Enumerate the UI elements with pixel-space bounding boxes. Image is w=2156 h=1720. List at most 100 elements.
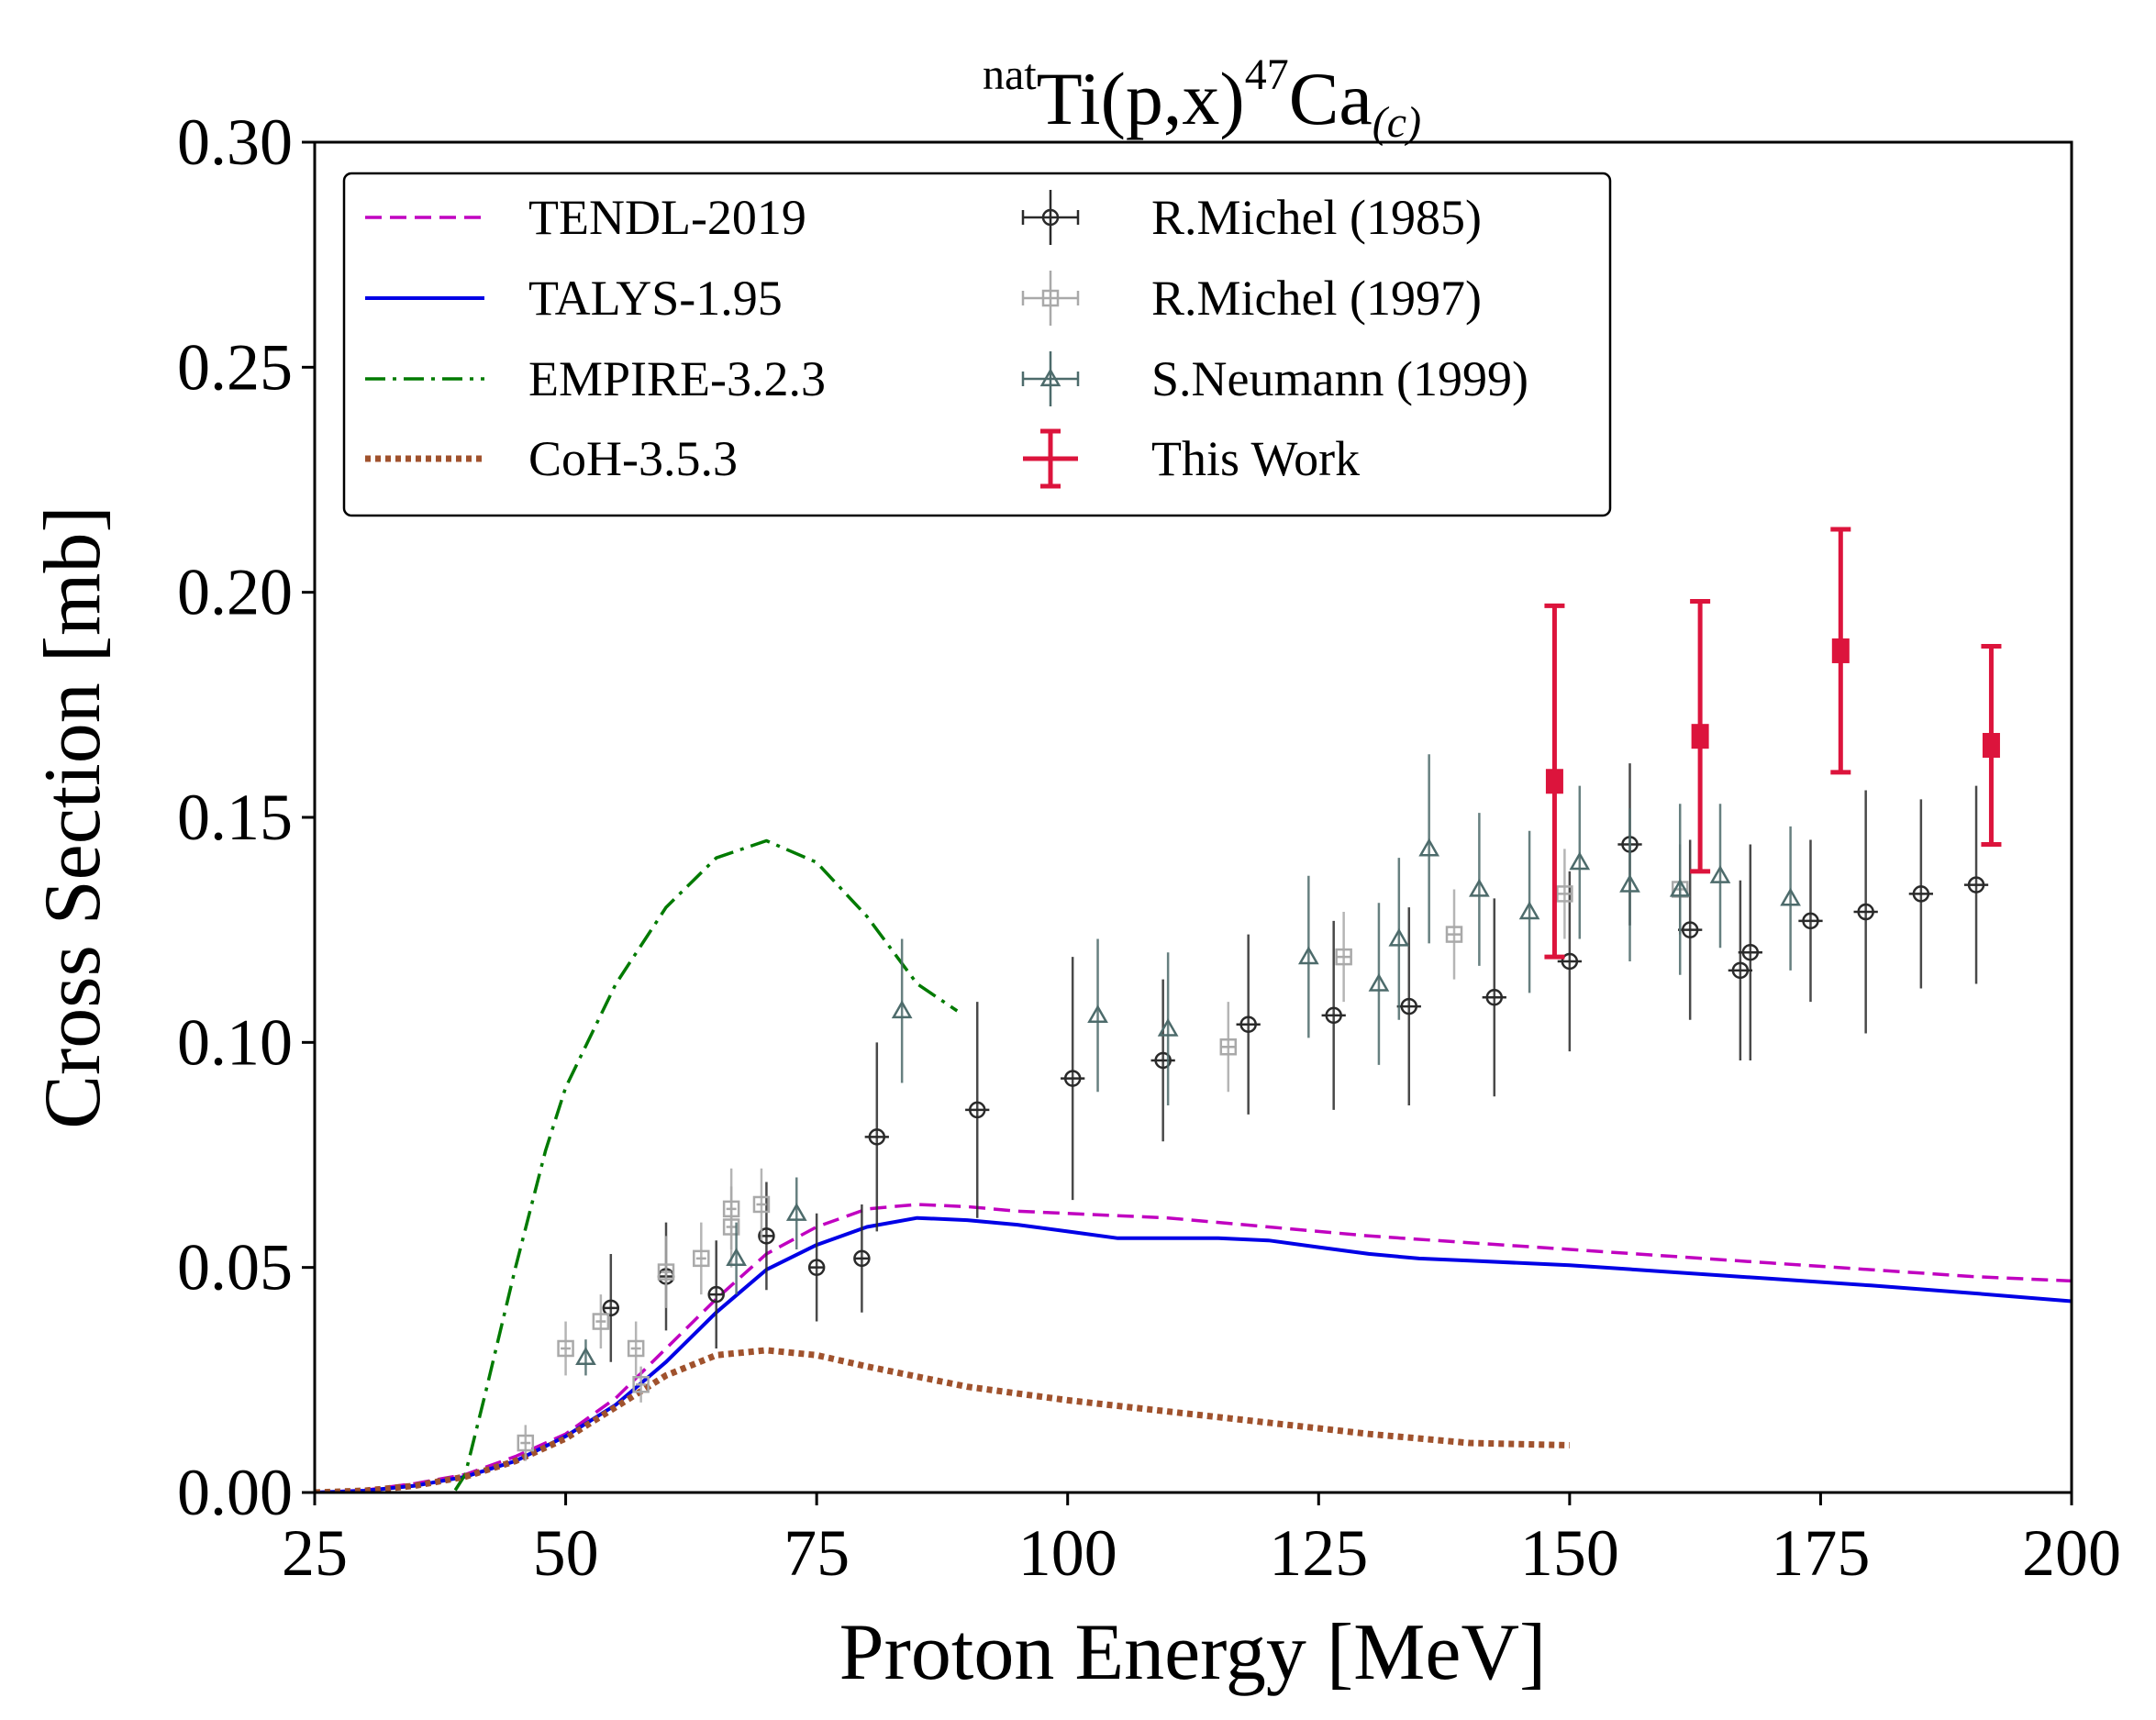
marker-square	[722, 1200, 740, 1218]
chart-title: natTi(p,x)47Ca(c)	[983, 50, 1421, 147]
marker-square	[592, 1313, 610, 1330]
legend-item: TALYS-1.95	[365, 271, 783, 326]
marker-square	[1556, 885, 1573, 903]
y-tick-label: 0.00	[177, 1456, 293, 1529]
legend-label: This Work	[1151, 431, 1360, 486]
y-tick-label: 0.25	[177, 330, 293, 404]
marker-triangle	[1418, 838, 1440, 857]
marker-circle	[807, 1259, 826, 1276]
marker-circle	[1154, 1051, 1172, 1070]
data-point	[1219, 1002, 1238, 1093]
data-point	[752, 1168, 771, 1241]
marker-circle	[1325, 1006, 1342, 1025]
data-point	[602, 1253, 620, 1362]
marker-triangle	[1368, 972, 1390, 992]
data-point	[1445, 889, 1463, 980]
marker-circle	[1731, 961, 1750, 980]
y-tick-label: 0.10	[177, 1005, 293, 1079]
legend-label: R.Michel (1985)	[1151, 190, 1482, 245]
legend-label: EMPIRE-3.2.3	[528, 351, 826, 406]
data-point	[1780, 826, 1801, 971]
series-line-talys-1-95	[315, 1215, 2072, 1493]
legend-label: CoH-3.5.3	[528, 431, 738, 486]
marker-triangle	[1039, 368, 1061, 387]
y-tick-label: 0.20	[177, 556, 293, 629]
data-point	[632, 1366, 650, 1403]
data-point	[1709, 804, 1731, 949]
marker-triangle	[1569, 851, 1591, 871]
marker-square	[1335, 948, 1352, 966]
legend-label: TALYS-1.95	[528, 271, 783, 326]
data-point	[1469, 813, 1490, 966]
data-point	[1619, 808, 1640, 962]
legend-item: CoH-3.5.3	[365, 431, 738, 486]
legend-item: TENDL-2019	[365, 190, 806, 245]
legend: TENDL-2019 TALYS-1.95 EMPIRE-3.2.3 CoH-3.5.…	[342, 172, 1612, 517]
data-series-this-work	[1544, 527, 2002, 960]
marker-circle	[968, 1101, 986, 1119]
data-point	[1418, 754, 1440, 944]
data-point	[1908, 799, 1933, 989]
data-point	[1669, 804, 1691, 975]
data-point	[1981, 644, 2002, 847]
data-point	[575, 1339, 596, 1376]
marker-circle	[1239, 1015, 1257, 1033]
y-axis-label: Cross Section [mb]	[28, 505, 117, 1129]
marker-circle	[1967, 876, 1985, 893]
title-main: Ti(p,x)	[1037, 57, 1245, 140]
data-point	[1150, 979, 1175, 1142]
marker-circle	[1561, 952, 1579, 971]
series-line-coh-3-5-3	[315, 1347, 1570, 1493]
title-subscript: (c)	[1373, 98, 1421, 147]
data-point	[1963, 785, 1989, 984]
marker-triangle	[1388, 927, 1410, 947]
y-tick-label: 0.15	[177, 781, 293, 854]
marker-square	[1219, 1038, 1238, 1056]
data-point	[722, 1168, 740, 1250]
x-tick-label: 25	[282, 1516, 348, 1590]
marker-square	[657, 1263, 675, 1281]
data-point	[1853, 790, 1878, 1034]
legend-item: S.Neumann (1999)	[1021, 351, 1528, 406]
marker-filled-square	[1691, 724, 1709, 749]
data-point	[758, 1182, 775, 1291]
series-line-empire-3-2-3	[453, 838, 959, 1492]
marker-circle	[707, 1285, 725, 1304]
marker-filled-square	[1545, 769, 1563, 794]
legend-item: EMPIRE-3.2.3	[365, 351, 826, 406]
data-point	[864, 1042, 889, 1232]
data-point	[965, 1002, 990, 1218]
data-point	[1388, 858, 1410, 1020]
title-pre-superscript: nat	[983, 50, 1037, 99]
x-tick-label: 125	[1269, 1516, 1368, 1590]
marker-filled-square	[1831, 638, 1850, 663]
x-tick-label: 100	[1018, 1516, 1117, 1590]
marker-triangle	[1297, 946, 1319, 965]
series-layer	[315, 838, 2072, 1493]
data-point	[1728, 880, 1753, 1060]
data-point	[1396, 907, 1421, 1106]
x-tick-label: 75	[783, 1516, 850, 1590]
data-point	[807, 1213, 826, 1322]
marker-square	[1445, 926, 1463, 943]
data-point	[1830, 527, 1851, 775]
marker-triangle	[575, 1347, 596, 1365]
x-tick-label: 175	[1771, 1516, 1870, 1590]
data-point	[707, 1240, 725, 1348]
data-point	[657, 1236, 675, 1308]
legend-item: R.Michel (1997)	[1021, 271, 1482, 326]
data-point	[1157, 952, 1179, 1106]
marker-triangle	[1669, 878, 1691, 897]
marker-circle	[602, 1299, 620, 1317]
legend-frame	[342, 172, 1612, 517]
marker-triangle	[726, 1248, 747, 1267]
marker-triangle	[891, 1000, 913, 1019]
data-point	[1556, 849, 1573, 939]
data-point	[592, 1294, 610, 1348]
ticks-layer: 25 50 75 100 125 150 175 200 0.00 0.05 0.10 0.15 0.2…	[177, 105, 2121, 1590]
series-line-tendl-2019	[315, 1203, 2072, 1493]
marker-square	[557, 1339, 574, 1358]
data-series-s-neumann-1999	[575, 754, 1801, 1376]
data-point	[627, 1321, 645, 1376]
marker-circle	[1063, 1070, 1082, 1087]
